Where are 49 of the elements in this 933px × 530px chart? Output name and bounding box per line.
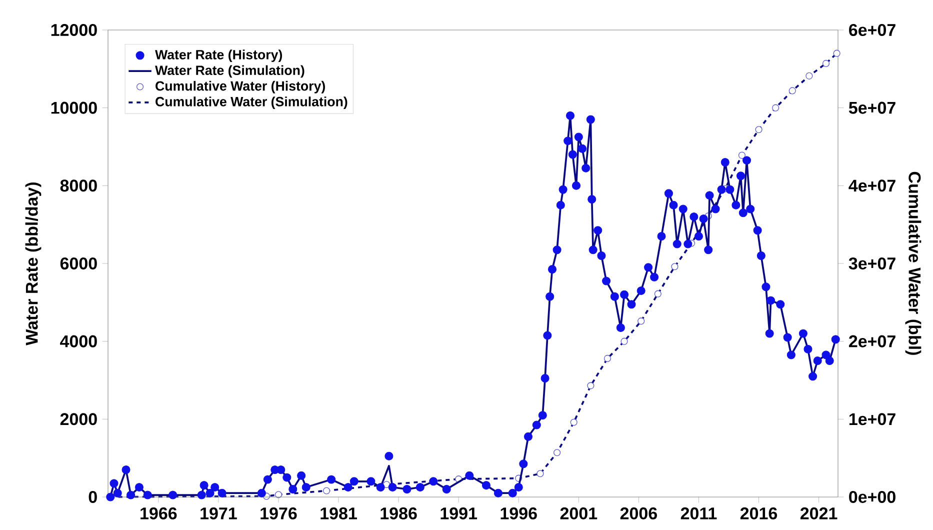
y-tick-label: 8000: [60, 180, 97, 192]
y2-tick-label: 0e+00: [849, 490, 896, 504]
y2-tick-label: 3e+07: [848, 257, 896, 270]
point: [755, 126, 762, 134]
y2-tick-label: 6e+07: [849, 24, 896, 36]
legend-label: Cumulative Water (Simulation): [156, 96, 348, 109]
point: [570, 418, 578, 426]
x-tick-label: 1986: [380, 507, 417, 520]
y-tick-label: 6000: [60, 257, 97, 270]
x-tick-label: 2021: [800, 507, 838, 520]
point: [822, 60, 830, 67]
y2-tick-label: 1e+07: [849, 413, 896, 426]
y2-tick-label: 5e+07: [848, 102, 896, 114]
x-tick-label: 1996: [500, 507, 537, 520]
y2-tick-label: 4e+07: [848, 180, 896, 192]
point: [322, 487, 330, 494]
x-tick-label: 1981: [320, 507, 357, 520]
y2-tick-label: 2e+07: [848, 335, 896, 348]
y-tick-label: 2000: [60, 413, 97, 426]
y-tick-label: 4000: [60, 335, 97, 348]
point: [554, 449, 561, 456]
point: [587, 382, 594, 390]
x-tick-label: 1971: [200, 507, 237, 520]
legend-label: Cumulative Water (History): [156, 80, 325, 94]
point: [620, 338, 628, 345]
point: [536, 470, 544, 478]
point: [654, 290, 662, 298]
legend-label: Water Rate (History): [155, 50, 282, 62]
x-tick-label: 2011: [680, 507, 717, 520]
legend-label: Water Rate (Simulation): [155, 65, 304, 78]
point: [738, 152, 746, 159]
x-tick-label: 2016: [740, 507, 778, 520]
y-axis-title: Water Rate (bbl/day): [25, 182, 42, 346]
y-tick-label: 10000: [51, 102, 97, 114]
y-tick-label: 0: [88, 490, 97, 504]
point: [806, 72, 813, 80]
point: [833, 50, 840, 57]
point: [772, 104, 780, 112]
point: [638, 318, 645, 325]
point: [671, 263, 678, 270]
y2-axis-title: Cumulative Water (bbl): [905, 172, 922, 355]
x-tick-label: 1966: [140, 507, 177, 520]
point: [788, 87, 796, 94]
y-tick-label: 12000: [51, 24, 97, 36]
point: [604, 354, 612, 362]
x-tick-label: 1976: [260, 507, 297, 520]
x-tick-label: 1991: [440, 507, 478, 520]
x-tick-label: 2001: [560, 507, 598, 520]
x-tick-label: 2006: [620, 507, 657, 520]
